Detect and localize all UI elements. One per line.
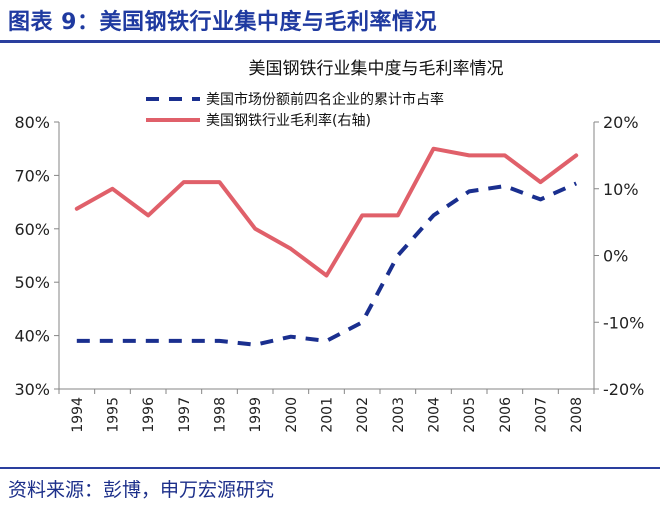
x-tick-label: 1997	[177, 397, 193, 433]
x-tick-label: 2005	[462, 397, 478, 433]
y-left-tick-label: 30%	[14, 380, 50, 399]
series-line-market-share	[76, 181, 578, 347]
figure-header: 图表 9：美国钢铁行业集中度与毛利率情况	[0, 0, 660, 44]
y-right-tick-label: 0%	[603, 247, 628, 266]
x-tick-label: 2002	[355, 397, 371, 433]
y-right-tick-label: -20%	[603, 380, 644, 399]
x-tick-label: 2001	[320, 397, 336, 433]
legend-label-gross-margin: 美国钢铁行业毛利率(右轴)	[206, 112, 371, 129]
x-tick-label: 1995	[106, 397, 122, 433]
line-chart: 美国钢铁行业集中度与毛利率情况 美国市场份额前四名企业的累计市占率 美国钢铁行业…	[14, 59, 644, 433]
legend-label-market-share: 美国市场份额前四名企业的累计市占率	[206, 91, 444, 108]
x-tick-label: 2006	[498, 397, 514, 433]
x-tick-label: 1996	[141, 397, 157, 433]
x-tick-label: 2004	[427, 397, 443, 433]
y-right-tick-label: 10%	[603, 180, 639, 199]
header-rule	[0, 40, 660, 43]
x-tick-label: 1998	[213, 397, 229, 433]
x-tick-label: 1999	[248, 397, 264, 433]
series-layer	[74, 146, 579, 347]
axes: 30% 40% 50% 60% 70% 80% -20% -10% 0% 10% 20% 1994 19…	[14, 113, 644, 433]
series-line-gross-margin	[74, 146, 579, 278]
x-tick-label: 1994	[70, 397, 86, 433]
x-tick-label: 2003	[391, 397, 407, 433]
figure-source: 资料来源：彭博，申万宏源研究	[8, 479, 275, 501]
footer-rule	[0, 467, 660, 469]
y-left-tick-label: 40%	[14, 327, 50, 346]
x-tick-label: 2007	[534, 397, 550, 433]
y-left-tick-label: 70%	[14, 166, 50, 185]
y-left-tick-label: 60%	[14, 220, 50, 239]
legend: 美国市场份额前四名企业的累计市占率 美国钢铁行业毛利率(右轴)	[146, 91, 444, 129]
y-right-tick-label: -10%	[603, 313, 644, 332]
y-right-tick-label: 20%	[603, 113, 639, 132]
y-left-tick-label: 50%	[14, 273, 50, 292]
figure-label: 图表 9：美国钢铁行业集中度与毛利率情况	[8, 10, 437, 35]
x-tick-label: 2000	[284, 397, 300, 433]
x-tick-label: 2008	[569, 397, 585, 433]
chart-title: 美国钢铁行业集中度与毛利率情况	[249, 59, 504, 79]
y-left-tick-label: 80%	[14, 113, 50, 132]
